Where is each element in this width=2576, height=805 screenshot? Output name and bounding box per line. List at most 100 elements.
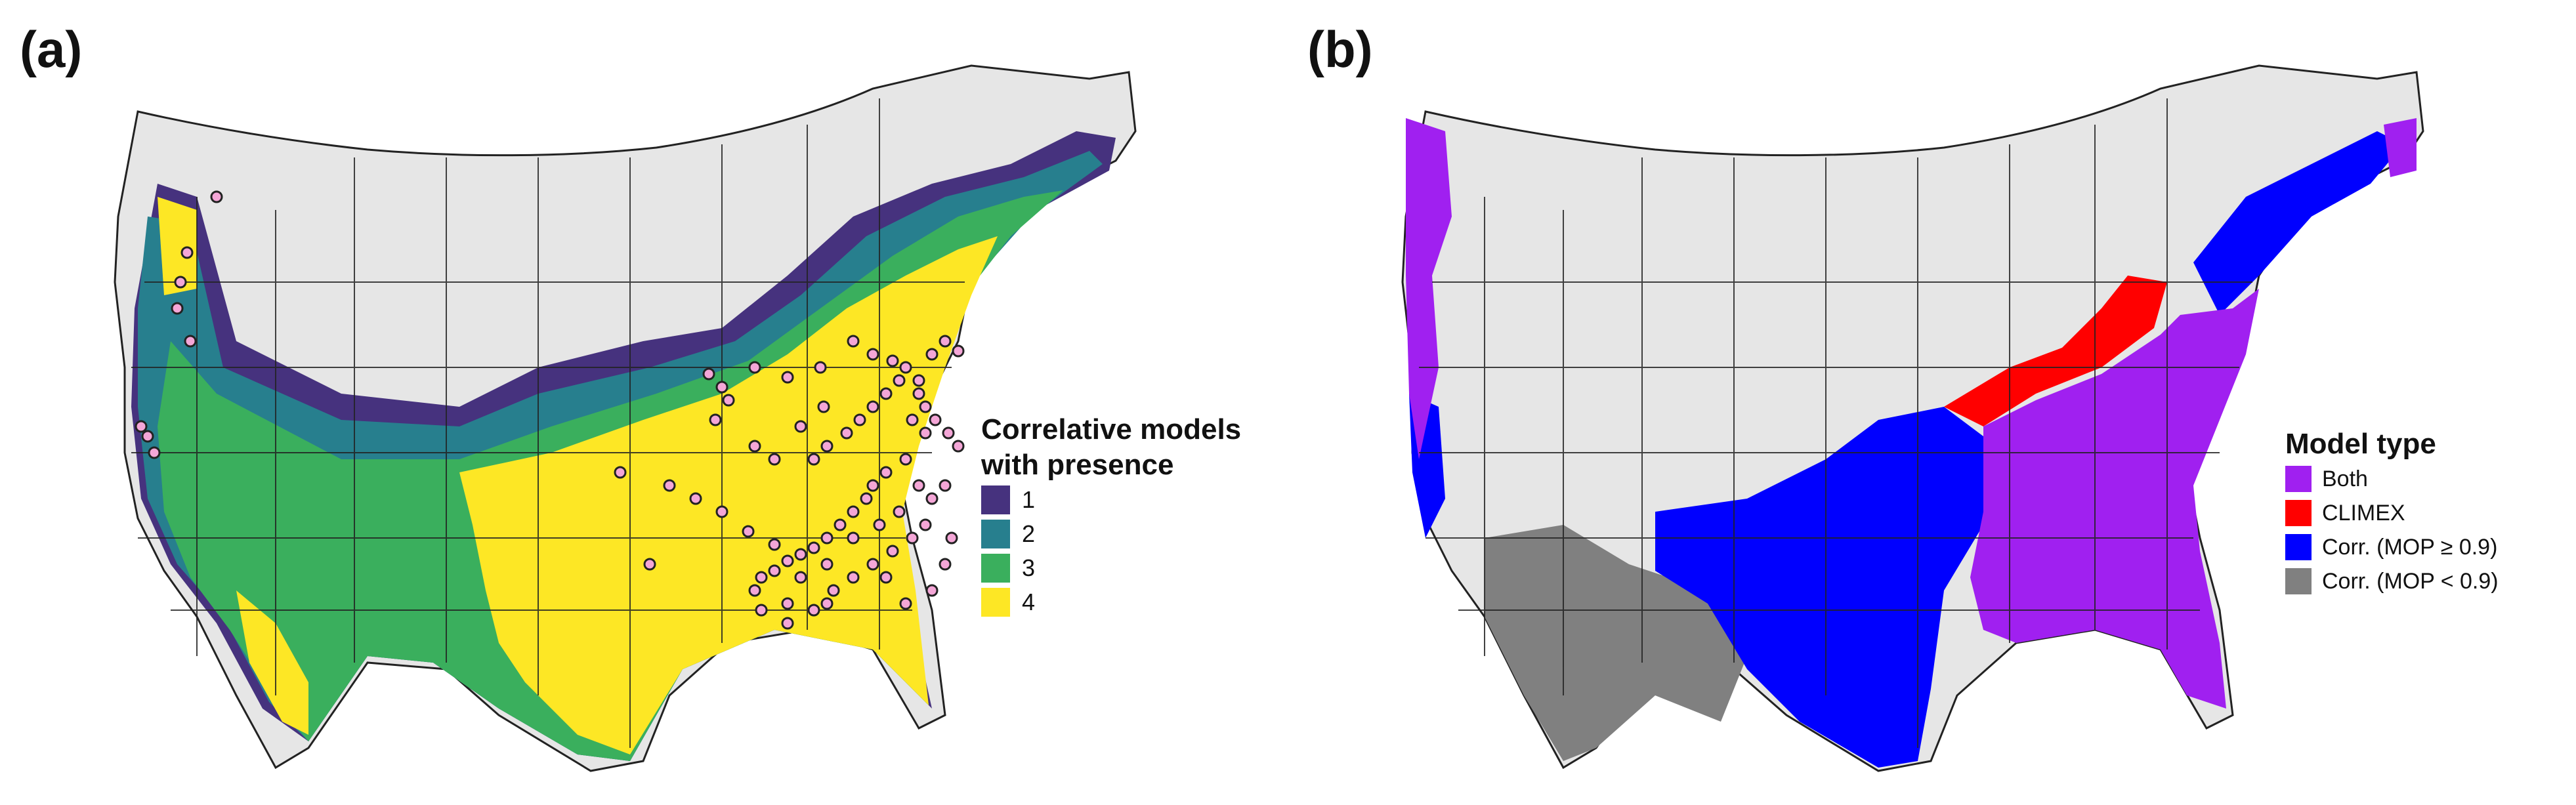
presence-point [742, 525, 755, 538]
presence-point [873, 518, 886, 531]
presence-point [748, 584, 761, 597]
presence-point [135, 420, 148, 433]
presence-point [866, 479, 879, 492]
presence-point [814, 361, 827, 374]
presence-point [866, 400, 879, 413]
presence-point [925, 348, 939, 361]
presence-point [715, 381, 728, 394]
panel-a: (a) Correlative models with presence 1 2… [20, 20, 1241, 772]
presence-point [722, 394, 735, 407]
presence-point [689, 492, 702, 505]
legend-a-label-1: 1 [1022, 486, 1036, 513]
zone-4-a [459, 236, 998, 754]
presence-point [919, 400, 932, 413]
presence-point [171, 302, 184, 315]
presence-point [919, 426, 932, 440]
presence-point [899, 361, 912, 374]
presence-point [184, 335, 197, 348]
legend-b-item-corr-high: Corr. (MOP ≥ 0.9) [2285, 530, 2499, 564]
presence-point [886, 545, 899, 558]
presence-point [807, 541, 820, 554]
presence-point [929, 413, 942, 426]
presence-points [135, 190, 965, 630]
presence-point [886, 354, 899, 367]
legend-b-label-corr-low: Corr. (MOP < 0.9) [2322, 568, 2499, 594]
presence-point [899, 597, 912, 610]
presence-point [768, 564, 781, 577]
presence-point [919, 518, 932, 531]
presence-point [702, 367, 715, 381]
zone-purple-b [1970, 289, 2259, 709]
legend-a-label-3: 3 [1022, 554, 1036, 581]
presence-point [893, 374, 906, 387]
legend-b-swatch-corr-low [2285, 568, 2312, 594]
presence-point [879, 571, 893, 584]
zone-4-a-nw [158, 197, 197, 295]
presence-point [755, 604, 768, 617]
presence-point [847, 531, 860, 545]
presence-point [847, 335, 860, 348]
presence-point [643, 558, 656, 571]
presence-point [939, 335, 952, 348]
presence-point [794, 548, 807, 561]
presence-point [840, 426, 853, 440]
presence-point [210, 190, 223, 203]
zone-purple-nw [1406, 118, 1452, 459]
state-borders-b [1419, 98, 2252, 748]
map-a [114, 64, 1137, 772]
presence-point [715, 505, 728, 518]
presence-point [794, 420, 807, 433]
panel-label-b: (b) [1307, 20, 1373, 78]
presence-point [807, 604, 820, 617]
presence-point [899, 453, 912, 466]
legend-a-title-line2: with presence [981, 449, 1174, 481]
presence-point [893, 505, 906, 518]
presence-point [912, 374, 925, 387]
presence-point [827, 584, 840, 597]
presence-point [768, 453, 781, 466]
presence-point [174, 276, 187, 289]
presence-point [148, 446, 161, 459]
presence-point [755, 571, 768, 584]
legend-a-swatch-1 [981, 485, 1010, 514]
presence-point [906, 413, 919, 426]
panel-label-a: (a) [20, 20, 83, 78]
panel-b: (b) Model type Both CLIMEX Corr. (MOP ≥ … [1288, 0, 2575, 805]
zone-purple-ne [2384, 118, 2417, 177]
legend-b: Model type Both CLIMEX Corr. (MOP ≥ 0.9)… [2285, 426, 2499, 598]
presence-point [879, 387, 893, 400]
presence-point [748, 440, 761, 453]
legend-b-label-climex: CLIMEX [2322, 500, 2405, 526]
presence-point [939, 558, 952, 571]
presence-point [952, 344, 965, 358]
presence-point [860, 492, 873, 505]
presence-point [781, 371, 794, 384]
presence-point [847, 505, 860, 518]
legend-a-item-2: 2 [981, 517, 1322, 551]
presence-point [768, 538, 781, 551]
presence-point [820, 531, 834, 545]
presence-point [906, 531, 919, 545]
legend-a-swatch-4 [981, 588, 1010, 617]
presence-point [748, 361, 761, 374]
zone-blue-ne [2193, 131, 2403, 315]
zone-4-a-west [236, 590, 308, 735]
legend-a: Correlative models with presence 1 2 3 4 [981, 412, 1322, 619]
legend-a-item-3: 3 [981, 551, 1322, 585]
legend-b-swatch-climex [2285, 500, 2312, 526]
legend-b-label-corr-high: Corr. (MOP ≥ 0.9) [2322, 534, 2498, 560]
presence-point [925, 492, 939, 505]
legend-b-title: Model type [2285, 428, 2436, 460]
legend-a-label-2: 2 [1022, 520, 1036, 547]
presence-point [807, 453, 820, 466]
presence-point [879, 466, 893, 479]
legend-b-swatch-both [2285, 466, 2312, 492]
presence-point [794, 571, 807, 584]
legend-a-swatch-3 [981, 554, 1010, 583]
presence-point [942, 426, 955, 440]
legend-a-title-line1: Correlative models [981, 413, 1242, 445]
presence-point [820, 558, 834, 571]
presence-point [781, 554, 794, 568]
legend-b-item-corr-low: Corr. (MOP < 0.9) [2285, 564, 2499, 598]
legend-a-label-4: 4 [1022, 588, 1036, 615]
